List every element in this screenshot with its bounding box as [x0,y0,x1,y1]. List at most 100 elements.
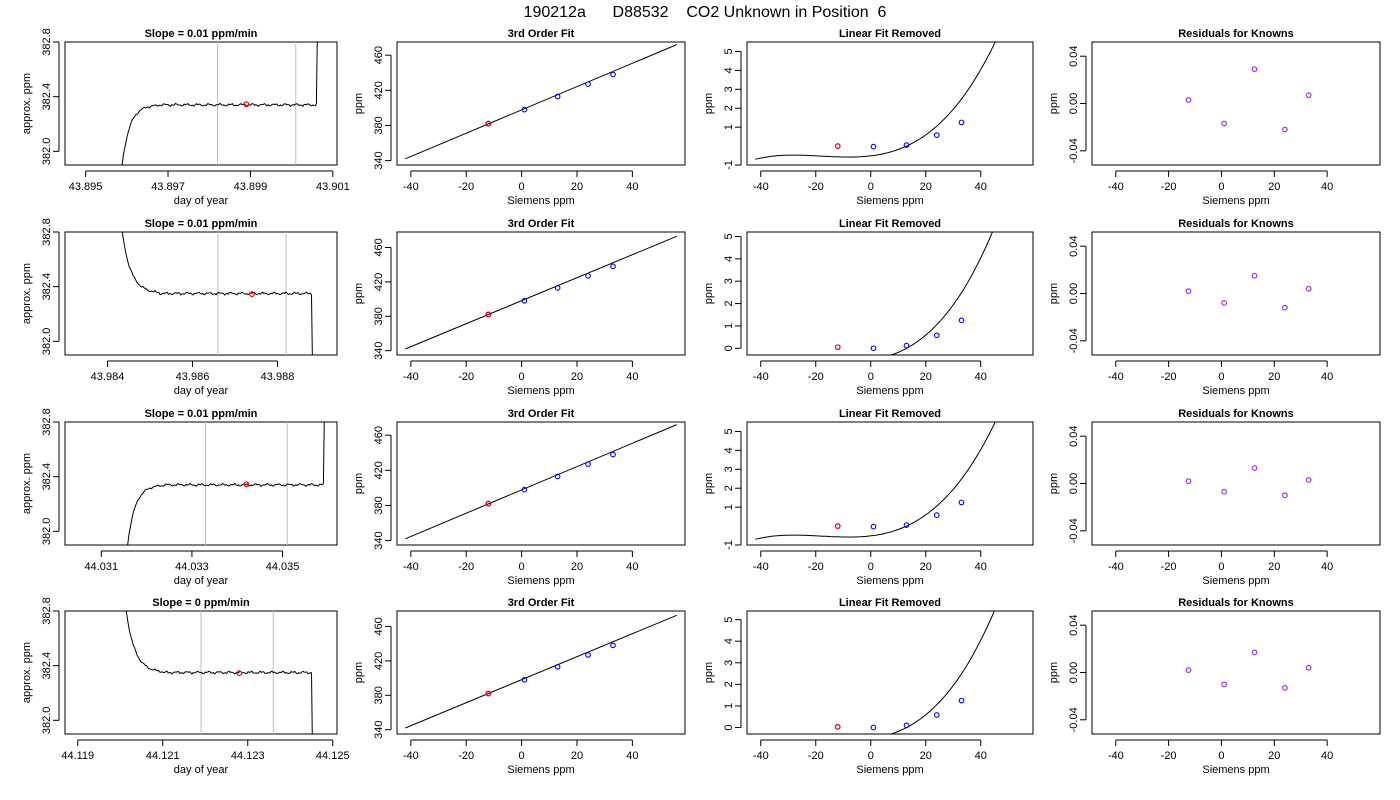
x-axis-label: Siemens ppm [856,385,923,397]
x-tick-label: 40 [1321,750,1333,762]
known-point [933,512,940,518]
known-point [610,451,616,458]
residual-point [1185,288,1192,294]
y-tick-label: 0.04 [1068,425,1080,446]
y-tick-label: 2 [723,105,735,111]
signal-trace [121,232,313,355]
y-axis-label: approx. ppm [21,453,33,514]
plot-frame [396,41,686,166]
x-tick-label: 44.125 [316,750,350,762]
x-tick-label: 44.119 [61,750,94,762]
unknown-point [485,311,492,318]
fit-line [405,614,677,729]
known-point [870,724,877,731]
x-axis-label: Siemens ppm [856,195,923,207]
x-tick-label: 40 [626,371,638,383]
y-tick-label: 3 [723,278,735,284]
y-axis-label: approx. ppm [21,73,33,134]
unknown-mean-point [243,481,250,488]
panel-13: Slope = 0 ppm/min 44.119 44.121 44.123 44.12… [21,597,350,776]
y-tick-label: 1 [723,124,735,130]
y-tick-label: 460 [373,617,385,635]
residual-point [1221,488,1227,495]
x-tick-label: 0 [1218,561,1224,573]
x-tick-label: 44.033 [175,561,209,573]
y-axis-label: ppm [353,662,365,683]
panel-title: 3rd Order Fit [508,28,575,40]
known-point [585,461,591,468]
y-tick-label: 382.4 [41,652,53,680]
y-tick-label: 340 [373,531,385,549]
y-tick-label: 3 [723,466,735,472]
plot-area [1185,465,1312,499]
y-tick-label: 460 [373,46,385,64]
panel-title: Slope = 0 ppm/min [152,597,250,609]
panel-title: Slope = 0.01 ppm/min [145,28,258,40]
x-tick-label: -40 [1108,181,1124,193]
x-axis-label: day of year [174,385,229,397]
known-point [903,142,910,148]
y-tick-label: 1 [723,703,735,709]
y-axis-label: ppm [703,283,715,304]
y-tick-label: 4 [723,638,735,644]
x-tick-label: 43.988 [261,371,295,383]
panel-1: Slope = 0.01 ppm/min 43.895 43.897 43.899 43… [21,28,350,207]
residual-point [1282,304,1288,311]
x-tick-label: 20 [571,371,583,383]
unknown-point [485,500,492,507]
y-tick-label: 420 [373,273,385,291]
y-tick-label: 340 [373,721,385,739]
x-tick-label: 20 [920,561,932,573]
residual-point [1251,649,1258,656]
known-point [870,523,877,530]
x-tick-label: 0 [868,371,874,383]
panel-7: Linear Fit Removed -40 -20 0 20 40 0 1 2 3 4 5 Sieme… [703,218,1034,397]
y-axis-label: approx. ppm [21,263,33,324]
unknown-point [485,120,492,127]
unknown-point [834,143,841,149]
residual-point [1221,300,1227,306]
plot-frame [1091,41,1381,166]
y-tick-label: 5 [723,617,735,623]
x-tick-label: 0 [519,371,525,383]
panel-15: Linear Fit Removed -40 -20 0 20 40 0 1 2 3 4 5 Sieme… [703,597,1034,776]
panel-12: Residuals for Knowns -40 -20 0 20 40 -0.04 0.00… [1048,408,1381,587]
x-tick-label: 0 [519,750,525,762]
x-tick-label: 0 [868,181,874,193]
plot-area [405,44,677,160]
y-tick-label: 382.4 [41,273,53,301]
y-axis-label: ppm [703,93,715,114]
residual-curve [889,611,995,734]
known-point [933,332,940,339]
panel-9: Slope = 0.01 ppm/min 44.031 44.033 44.035 38… [21,408,338,587]
y-tick-label: 380 [373,307,385,325]
unknown-point [834,523,841,529]
residual-point [1221,120,1227,127]
known-point [958,317,965,324]
x-tick-label: -20 [808,750,824,762]
x-tick-label: 40 [1321,561,1333,573]
y-axis-label: ppm [703,473,715,494]
residual-point [1305,664,1312,671]
x-tick-label: -40 [753,561,769,573]
known-point [610,71,616,78]
panel-4: Residuals for Knowns -40 -20 0 20 40 -0.04 0.00… [1048,28,1381,207]
y-tick-label: 0.00 [1068,93,1080,114]
y-tick-label: 460 [373,426,385,444]
plot-area [834,611,995,734]
panel-title: Residuals for Knowns [1178,408,1294,420]
x-axis-label: day of year [174,764,229,776]
x-tick-label: 44.123 [231,750,265,762]
x-tick-label: 40 [975,561,987,573]
unknown-mean-point [236,670,243,677]
x-axis-label: Siemens ppm [1202,575,1269,587]
x-tick-label: 20 [920,181,932,193]
residual-point [1282,126,1288,133]
x-tick-label: -40 [403,561,419,573]
panel-16: Residuals for Knowns -40 -20 0 20 40 -0.04 0.00… [1048,597,1381,776]
y-tick-label: 382.8 [41,218,53,246]
x-axis-label: day of year [174,575,229,587]
panel-title: 3rd Order Fit [508,218,575,230]
known-point [521,676,528,683]
plot-frame [746,231,1034,356]
